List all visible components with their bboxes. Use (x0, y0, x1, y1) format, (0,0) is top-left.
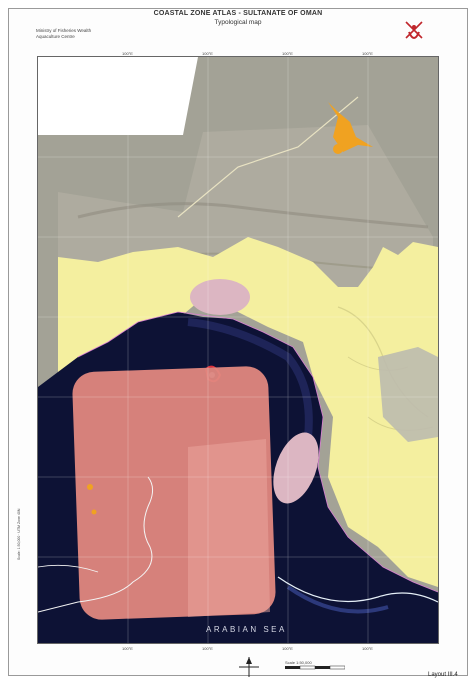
sea-label: ARABIAN SEA (206, 625, 287, 634)
pink-overlay-north (190, 279, 250, 315)
scale-label: Scale 1:50,000 (285, 660, 312, 665)
bottom-tick-4: 100°E (362, 646, 373, 651)
top-tick-2: 100°E (202, 51, 213, 56)
bottom-tick-3: 100°E (282, 646, 293, 651)
side-note: Scale: 1:50,000 · UTM Zone 40N (17, 508, 21, 560)
map-canvas: ARABIAN SEA (38, 57, 438, 643)
oman-emblem-icon (405, 21, 423, 39)
top-tick-4: 100°E (362, 51, 373, 56)
layout-label: Layout III.4 (428, 672, 458, 678)
orange-feature-top (328, 102, 373, 154)
ministry-line-1: Ministry of Fisheries Wealth (36, 28, 92, 33)
pink-overlay-east (273, 432, 319, 504)
north-arrow-icon (239, 657, 259, 677)
scale-bar: Scale 1:50,000 (285, 660, 346, 672)
top-tick-3: 100°E (282, 51, 293, 56)
ministry-line-2: Aquaculture Centre (36, 34, 75, 39)
bottom-tick-1: 100°E (122, 646, 133, 651)
map-title: COASTAL ZONE ATLAS - SULTANATE OF OMAN (153, 10, 323, 17)
ministry-label: Ministry of Fisheries Wealth Aquaculture… (36, 28, 91, 40)
scale-bar-graphic (285, 665, 346, 670)
map-frame: ARABIAN SEA (37, 56, 439, 644)
bottom-tick-2: 100°E (202, 646, 213, 651)
map-subtitle: Typological map (214, 19, 262, 26)
top-tick-1: 100°E (122, 51, 133, 56)
